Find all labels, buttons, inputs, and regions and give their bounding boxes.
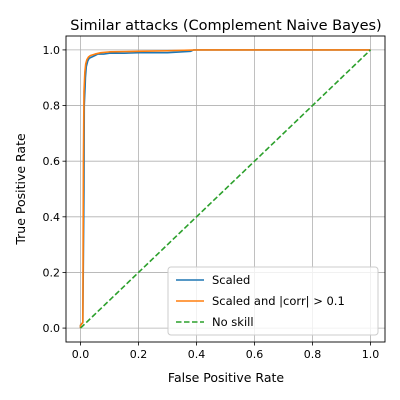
series-line-2 — [79, 49, 372, 329]
legend-label-0: Scaled — [212, 273, 250, 287]
x-tick-label: 0.2 — [130, 348, 148, 361]
y-tick-label: 0.4 — [43, 211, 61, 224]
plot-area-frame — [65, 35, 386, 343]
axis-ticks: 0.0 0.2 0.4 0.6 0.8 1.0 0.0 0.2 0.4 0.6 0.8 1.0 — [43, 44, 380, 361]
y-tick-label: 0.8 — [43, 100, 61, 113]
y-tick-label: 0.6 — [43, 155, 61, 168]
x-tick-label: 0.8 — [304, 348, 322, 361]
x-tick-label: 0.6 — [246, 348, 264, 361]
series-lines — [79, 49, 372, 329]
legend-label-2: No skill — [212, 315, 254, 329]
legend: Scaled Scaled and |corr| > 0.1 No skill — [167, 266, 379, 336]
chart-title: Similar attacks (Complement Naive Bayes) — [70, 18, 381, 34]
y-tick-label: 0.0 — [43, 322, 61, 335]
x-tick-label: 1.0 — [362, 348, 380, 361]
y-axis-label: True Positive Rate — [13, 133, 28, 246]
y-tick-label: 1.0 — [43, 44, 61, 57]
x-tick-label: 0.0 — [72, 348, 90, 361]
grid-lines — [66, 36, 385, 342]
x-axis-label: False Positive Rate — [168, 370, 284, 385]
y-tick-label: 0.2 — [43, 266, 61, 279]
x-tick-label: 0.4 — [188, 348, 206, 361]
legend-box — [167, 266, 379, 336]
legend-label-1: Scaled and |corr| > 0.1 — [212, 294, 345, 308]
series-line-1 — [79, 49, 371, 329]
